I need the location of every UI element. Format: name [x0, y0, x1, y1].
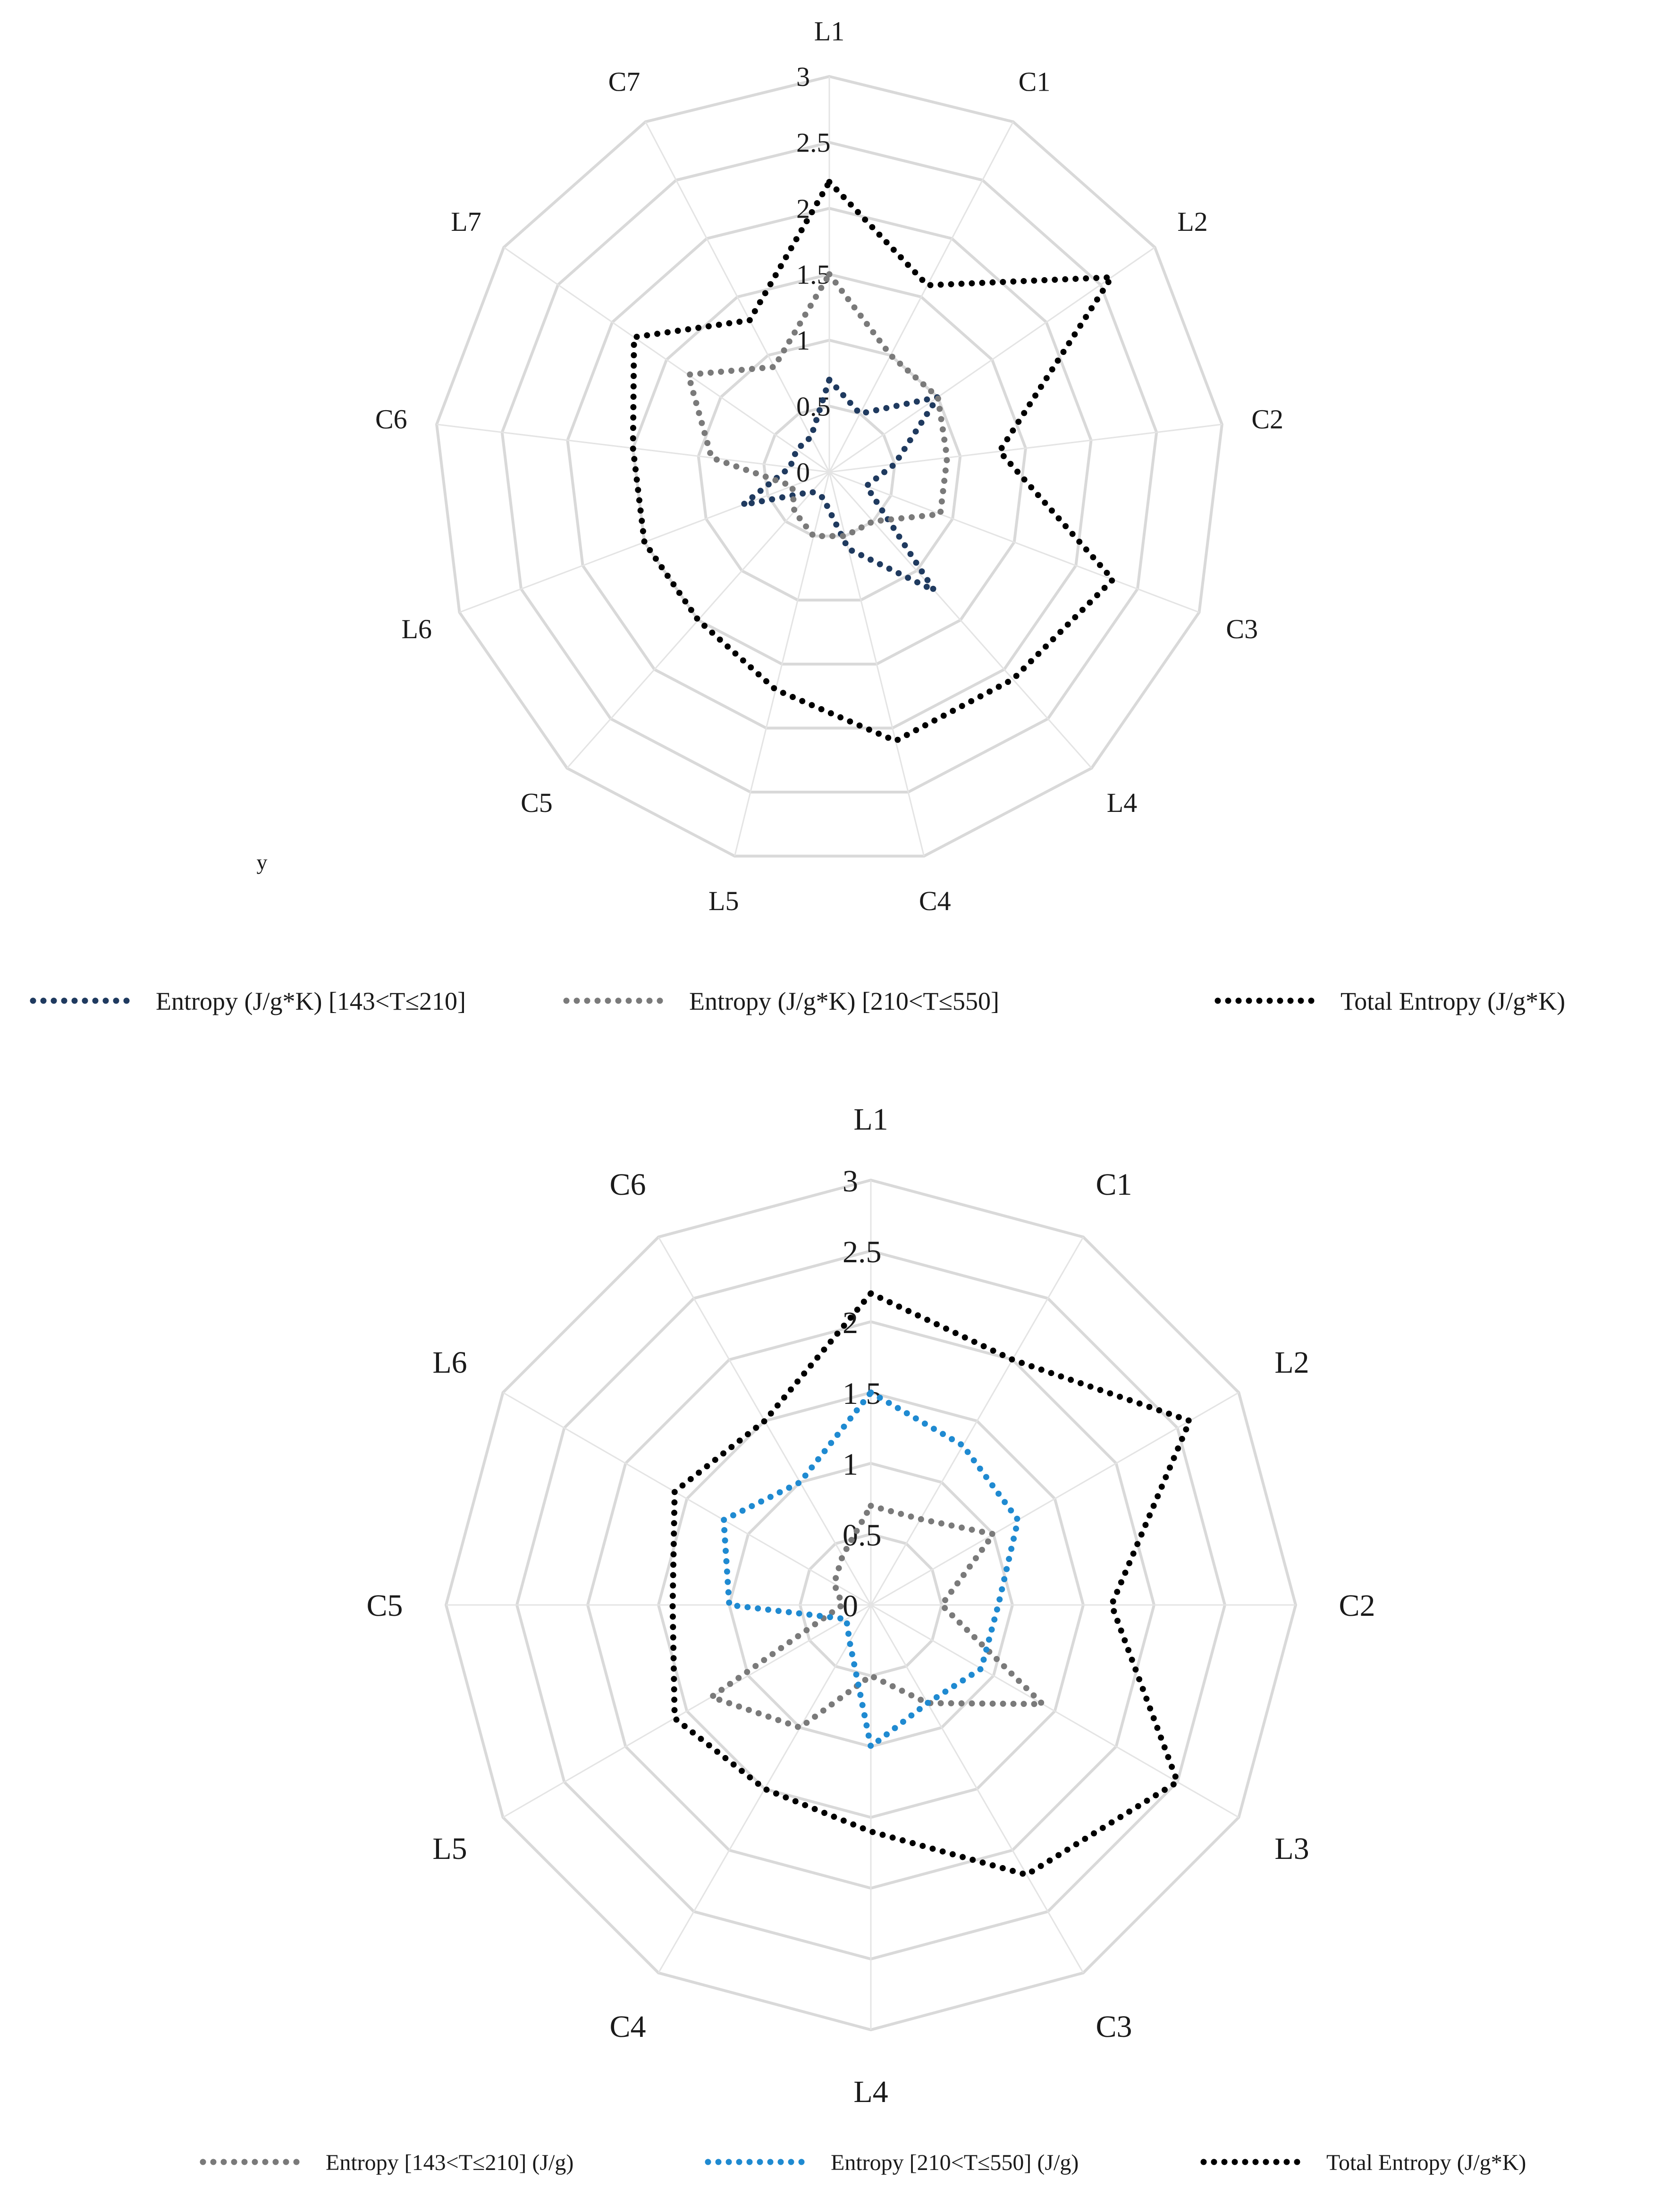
tick-label: 1.5	[843, 1376, 882, 1411]
category-label: C4	[919, 886, 951, 916]
category-label: C6	[609, 1167, 646, 1202]
legend-label: Entropy (J/g*K) [210<T≤550]	[689, 987, 999, 1015]
radar-series-2	[669, 1290, 1193, 1878]
category-label: C6	[375, 404, 407, 435]
grid-spoke	[503, 246, 830, 473]
category-label: L1	[853, 1102, 888, 1137]
tick-label: 1	[843, 1447, 858, 1482]
tick-label: 2.5	[796, 127, 831, 158]
legend-label: Entropy [210<T≤550] (J/g)	[831, 2150, 1079, 2175]
tick-label: 0	[843, 1589, 858, 1623]
grid-spoke	[870, 1392, 1239, 1606]
series-line	[720, 1389, 1021, 1750]
grid-ring	[631, 272, 1028, 666]
category-label: L5	[708, 886, 739, 916]
tick-label: 3	[796, 61, 810, 92]
series-line	[630, 178, 1116, 744]
category-label: C7	[608, 66, 641, 97]
category-label: L2	[1177, 206, 1207, 237]
legend-label: Total Entropy (J/g*K)	[1326, 2150, 1526, 2175]
series-line	[685, 271, 951, 540]
grid-spoke	[829, 246, 1155, 473]
legend-label: Entropy [143<T≤210] (J/g)	[326, 2150, 573, 2175]
category-label: L4	[1107, 787, 1137, 818]
radar-grid-1	[435, 75, 1223, 858]
grid-spoke	[829, 471, 1200, 613]
category-label: C2	[1251, 404, 1283, 435]
legend-label: Total Entropy (J/g*K)	[1341, 987, 1565, 1015]
category-label: C5	[366, 1588, 403, 1623]
radar-categories-2: L1 C1 L2 C2 L3 C3 L4 C4 L5 C5 L6 C6	[366, 1102, 1375, 2109]
tick-label: 1	[796, 325, 810, 356]
category-label: L5	[432, 1832, 467, 1866]
grid-ring	[435, 75, 1223, 858]
grid-spoke	[870, 1604, 1084, 1974]
grid-ring	[500, 141, 1158, 794]
series-line	[669, 1290, 1193, 1878]
tick-label: 3	[843, 1164, 858, 1199]
category-label: C4	[609, 2009, 646, 2044]
grid-spoke	[828, 121, 1014, 473]
grid-spoke	[870, 1604, 1239, 1818]
legend-2: Entropy [143<T≤210] (J/g) Entropy [210<T≤…	[200, 2150, 1526, 2175]
legend-label: Entropy (J/g*K) [143<T≤210]	[156, 987, 466, 1015]
grid-ring	[566, 207, 1093, 730]
category-label: C3	[1226, 614, 1258, 644]
radar-ticks-2: 00.511.522.53	[843, 1164, 882, 1623]
tick-label: 1.5	[796, 259, 831, 290]
category-label: L3	[1274, 1832, 1309, 1866]
category-label: C1	[1019, 66, 1051, 97]
radar-ticks-1: 00.511.522.53	[796, 61, 831, 488]
tick-label: 2.5	[843, 1235, 882, 1269]
radar-categories-1: L1 C1 L2 C2 C3 L4 C4 L5 C5 L6 C6 L7 C7	[375, 16, 1283, 916]
grid-spoke	[645, 121, 830, 473]
tick-label: 0	[796, 457, 810, 488]
category-label: L2	[1274, 1345, 1309, 1380]
grid-spoke	[828, 472, 1092, 769]
category-label: C3	[1096, 2009, 1132, 2044]
grid-spoke	[502, 1604, 871, 1818]
radar-chart-1: 00.511.522.53 L1C1L2C2C3L4C4L5C5L6C6L7C7…	[30, 16, 1565, 1015]
radar-grid-2	[444, 1178, 1298, 2032]
series-line	[708, 1503, 1046, 1731]
legend-1: Entropy (J/g*K) [143<T≤210] Entropy (J/g*…	[30, 987, 1565, 1015]
category-label: C2	[1339, 1588, 1375, 1623]
category-label: C1	[1096, 1167, 1132, 1202]
tick-label: 0.5	[796, 391, 831, 422]
category-label: L7	[451, 206, 481, 237]
grid-spoke	[870, 1236, 1084, 1605]
series-line	[740, 376, 941, 594]
radar-series-1	[630, 178, 1116, 744]
category-label: L6	[432, 1345, 467, 1380]
category-label: L6	[402, 614, 432, 644]
category-label: L4	[853, 2075, 888, 2109]
category-label: C5	[521, 787, 553, 818]
stray-label: y	[257, 850, 268, 874]
grid-spoke	[502, 1392, 871, 1606]
grid-ring	[762, 405, 896, 538]
category-label: L1	[814, 16, 844, 46]
